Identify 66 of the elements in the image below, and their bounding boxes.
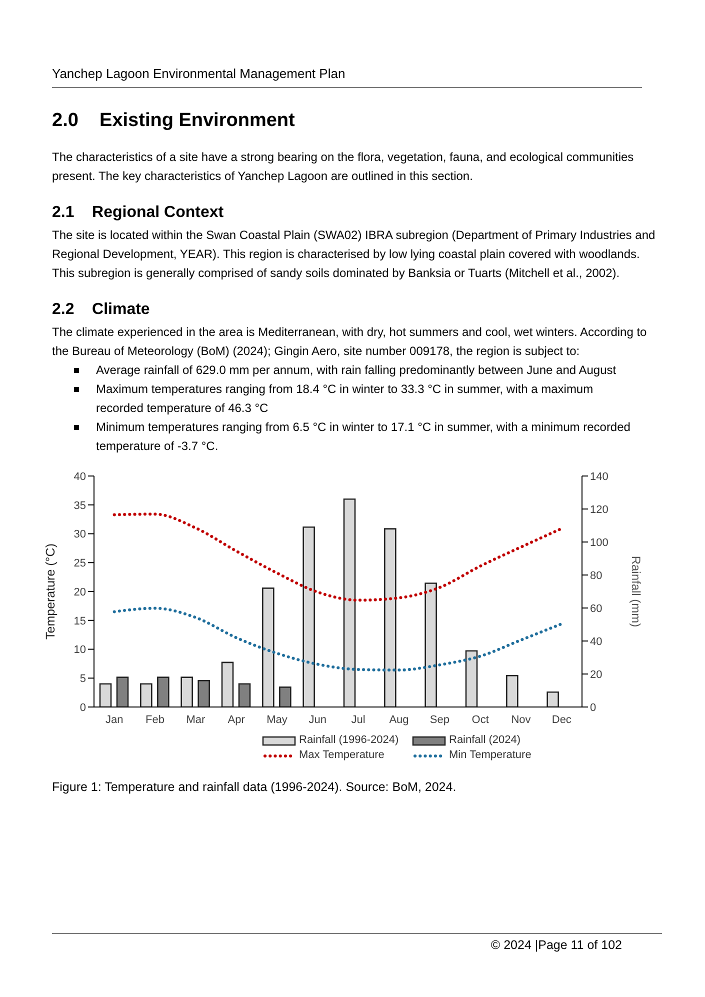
legend-label: Max Temperature [299,748,384,763]
caption: Figure 1: Temperature and rainfall data (1996-2024). Source: BoM, 2024. [52,780,456,794]
bar [506,675,518,707]
y-tick-label: 25 [74,558,86,570]
x-tick-label: Dec [552,714,572,726]
text: Average rainfall of 629.0 mm per annum, with rain falling predominantly between June and August [96,363,616,377]
bar [140,683,152,707]
x-tick-label: May [266,714,288,726]
bar [262,588,274,707]
y2-tick-label: 80 [590,570,602,582]
bar [221,662,234,707]
bar [302,526,315,707]
text: © 2024 |Page 11 of 102 [490,938,622,952]
y2-axis-title: Rainfall (mm) [628,556,643,628]
x-tick-label: Jan [105,714,124,726]
x-tick-label: Jun [308,714,327,726]
bar [238,683,251,707]
x-tick-label: Jul [351,714,366,726]
x-tick-label: Apr [228,714,246,726]
bar [465,650,478,707]
legend-label: Min Temperature [449,748,532,763]
y-axis-title: Temperature (°C) [43,544,58,640]
bar [384,528,396,707]
y-tick-label: 10 [74,644,86,656]
y2-tick-label: 20 [590,668,602,681]
text: 2.0 Existing Environment [52,110,295,131]
x-tick-label: Oct [472,714,489,726]
y2-tick-label: 140 [590,470,608,483]
line-series [112,512,564,602]
text: The climate experienced in the area is Mediterranean, with dry, hot summers and cool, wet winters. According to the Bureau of Meteorology (BoM) (2024); Gingin Aero, site number 009178, the region is subject to: [52,325,647,358]
x-tick-label: Nov [511,714,532,726]
y-tick-label: 5 [80,673,86,686]
y-tick-label: 15 [74,615,86,628]
y-tick-label: 30 [74,528,86,541]
y2-tick-label: 60 [590,602,602,615]
y-tick-label: 40 [74,470,86,483]
x-tick-label: Mar [186,714,206,726]
text: 2.1 Regional Context [52,204,224,221]
bar [343,498,356,707]
y2-tick-label: 0 [590,702,596,714]
y2-tick-label: 120 [590,504,608,516]
line-series [112,606,564,672]
x-tick-label: Feb [146,714,164,726]
bar [279,686,292,707]
bar [157,676,170,707]
text: Minimum temperatures ranging from 6.5 °C in winter to 17.1 °C in summer, with a minimum recorded temperature of -3.7 °C. [96,420,630,453]
text: 2.2 Climate [52,301,150,318]
bar [99,683,112,707]
x-tick-label: Aug [389,714,409,726]
text: The characteristics of a site have a strong bearing on the flora, vegetation, fauna, and ecological communities present. The key characteristics of Yanchep Lagoon are outlined in this section. [52,150,634,183]
text: Maximum temperatures ranging from 18.4 °C in winter to 33.3 °C in summer, with a maximum recorded temperature of 46.3 °C [96,382,594,415]
y-tick-label: 0 [80,702,86,714]
y-tick-label: 35 [74,500,86,512]
y2-tick-label: 40 [590,636,602,648]
bar [424,582,437,707]
bar [546,692,559,707]
legend-label: Rainfall (2024) [449,733,521,748]
text: The site is located within the Swan Coastal Plain (SWA02) IBRA subregion (Department of Primary Industries and Regional Development, YEAR). This region is characterised by low lying coastal plain covered with woodlands. This subregion is generally comprised of sandy soils dominated by Banksia or Tuarts (Mitchell et al., 2002). [52,228,656,280]
text: Yanchep Lagoon Environmental Management Plan [52,66,346,81]
legend-label: Rainfall (1996-2024) [299,733,399,748]
bar [180,676,193,707]
x-tick-label: Sep [430,714,450,726]
bar [198,680,210,707]
y-tick-label: 20 [74,586,86,598]
bar [116,676,129,707]
y2-tick-label: 100 [590,536,608,549]
